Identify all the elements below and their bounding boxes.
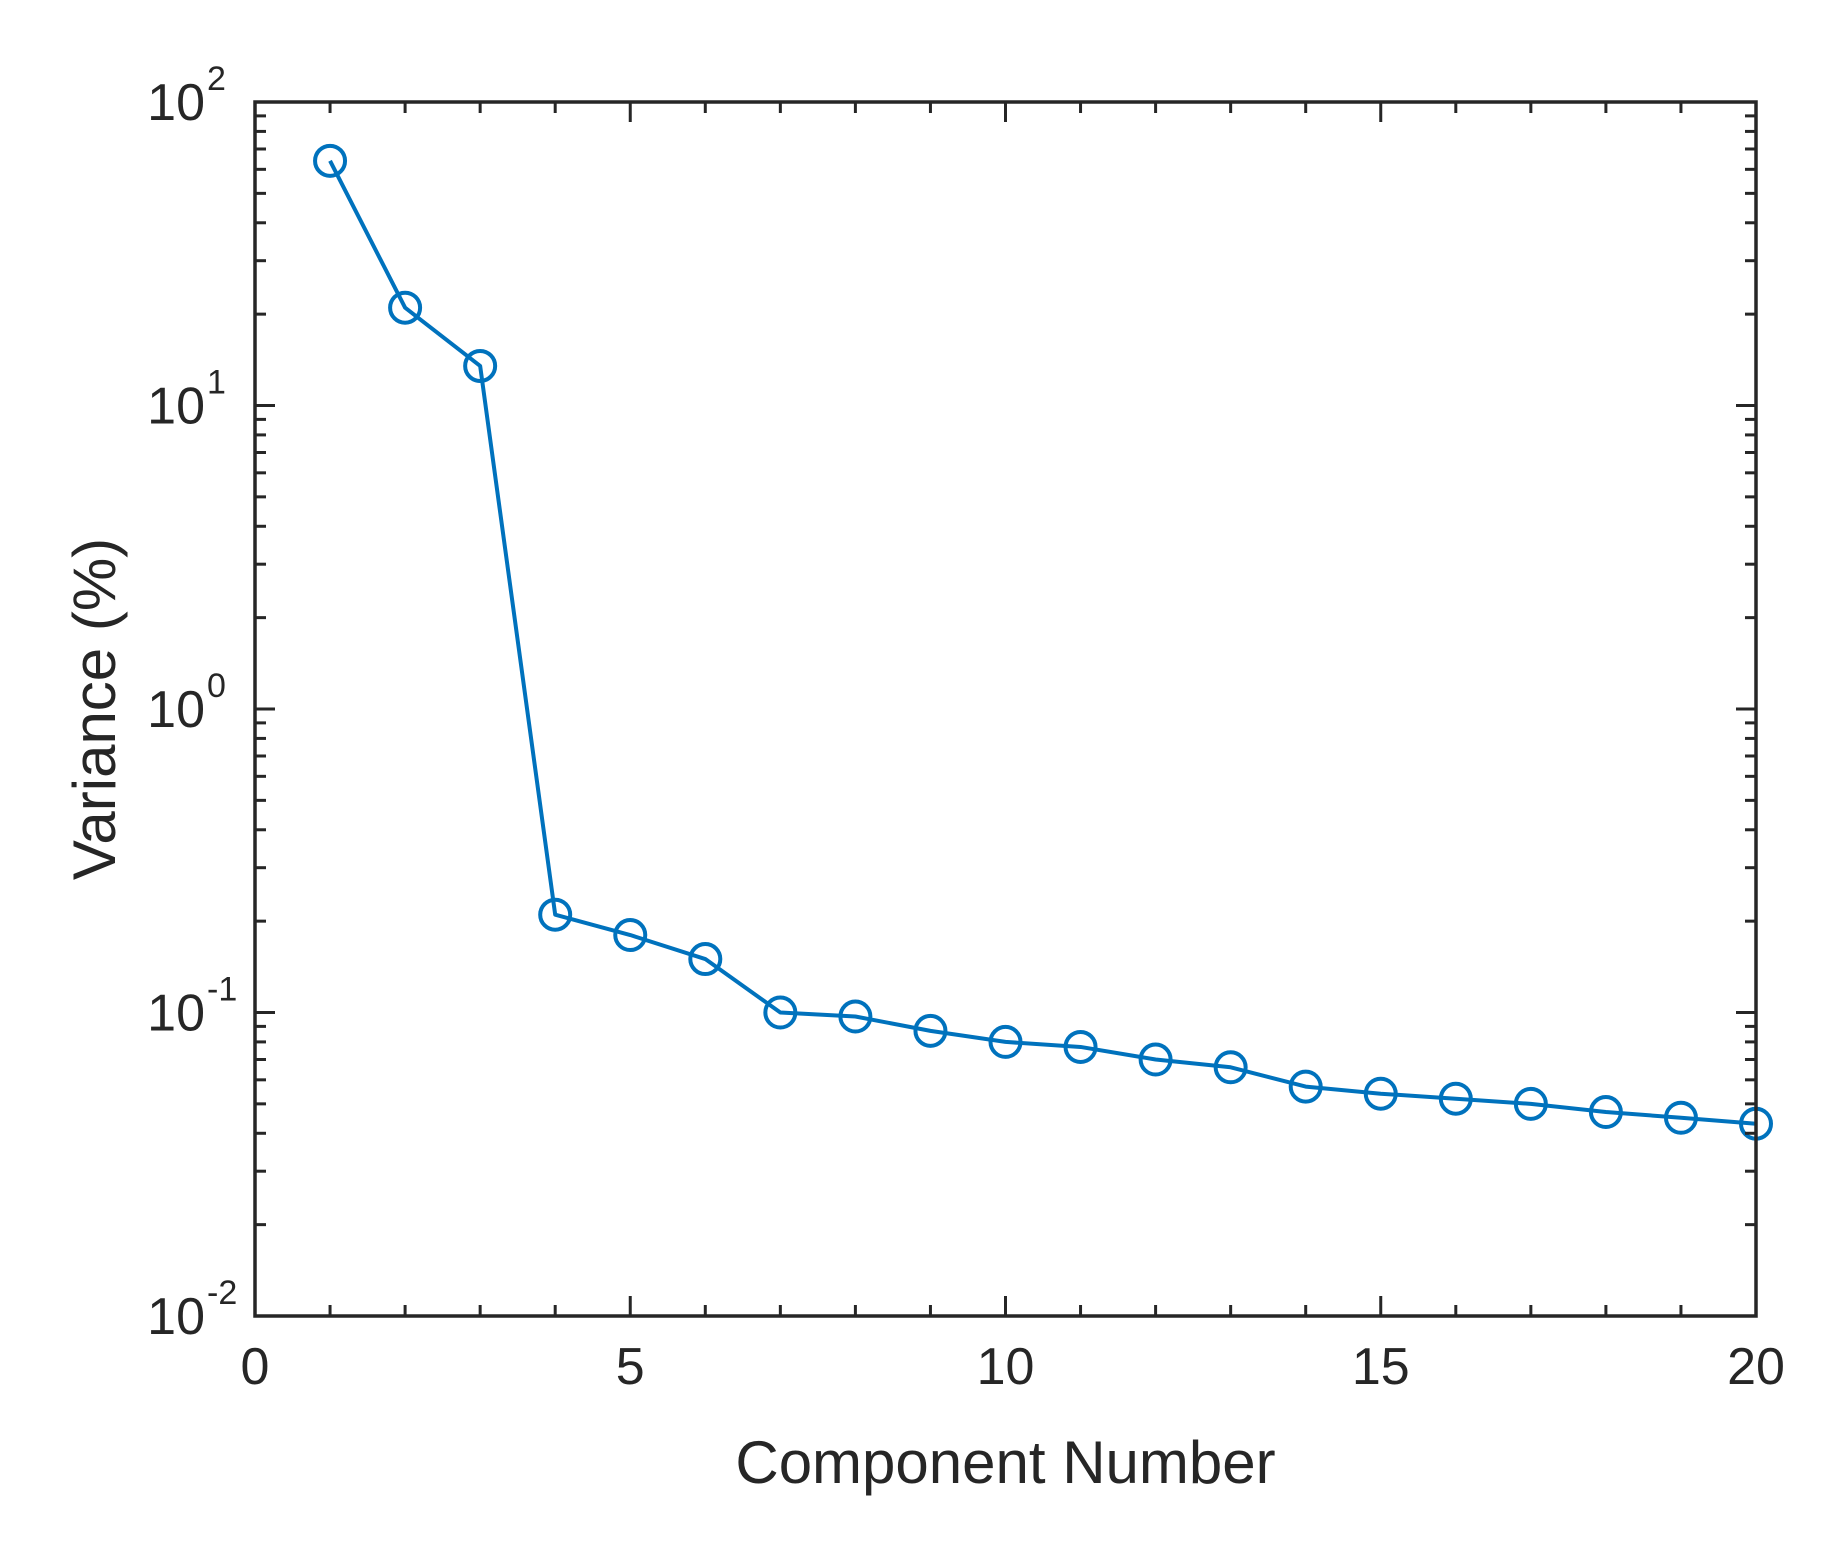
x-tick-label: 15 bbox=[1352, 1338, 1410, 1396]
plot-area bbox=[313, 143, 1773, 1141]
y-tick-label: 10 bbox=[147, 985, 205, 1043]
data-point bbox=[838, 999, 873, 1034]
y-tick-exponent: 1 bbox=[207, 364, 226, 402]
data-point bbox=[763, 995, 798, 1030]
data-point bbox=[688, 942, 723, 977]
data-point bbox=[988, 1024, 1023, 1059]
y-tick-exponent: 0 bbox=[207, 667, 226, 705]
data-point bbox=[463, 348, 498, 383]
y-tick-exponent: 2 bbox=[207, 60, 226, 98]
data-point bbox=[1138, 1042, 1173, 1077]
y-tick-label: 10 bbox=[147, 378, 205, 436]
data-point bbox=[1363, 1076, 1398, 1111]
data-point bbox=[1513, 1086, 1548, 1121]
x-tick-label: 10 bbox=[977, 1338, 1035, 1396]
data-point bbox=[1663, 1100, 1698, 1135]
x-tick-label: 5 bbox=[616, 1338, 645, 1396]
data-point bbox=[538, 897, 573, 932]
y-tick-label: 10 bbox=[147, 681, 205, 739]
series-line bbox=[328, 159, 1757, 1126]
data-point bbox=[1588, 1095, 1623, 1130]
y-tick-exponent: -2 bbox=[207, 1274, 237, 1312]
x-tick-label: 0 bbox=[241, 1338, 270, 1396]
y-tick-label: 10 bbox=[147, 1288, 205, 1346]
x-axis-label: Component Number bbox=[735, 1429, 1275, 1496]
y-tick-label: 10 bbox=[147, 74, 205, 132]
y-axis-label: Variance (%) bbox=[61, 538, 128, 880]
data-point bbox=[913, 1013, 948, 1048]
data-point bbox=[388, 290, 423, 325]
data-point bbox=[313, 143, 348, 178]
data-point bbox=[1063, 1029, 1098, 1064]
data-point bbox=[1438, 1081, 1473, 1116]
x-tick-label: 20 bbox=[1727, 1338, 1785, 1396]
data-point bbox=[1288, 1069, 1323, 1104]
y-tick-exponent: -1 bbox=[207, 971, 237, 1009]
data-point bbox=[1213, 1050, 1248, 1085]
data-point bbox=[613, 918, 648, 953]
ticks bbox=[253, 100, 1758, 1318]
